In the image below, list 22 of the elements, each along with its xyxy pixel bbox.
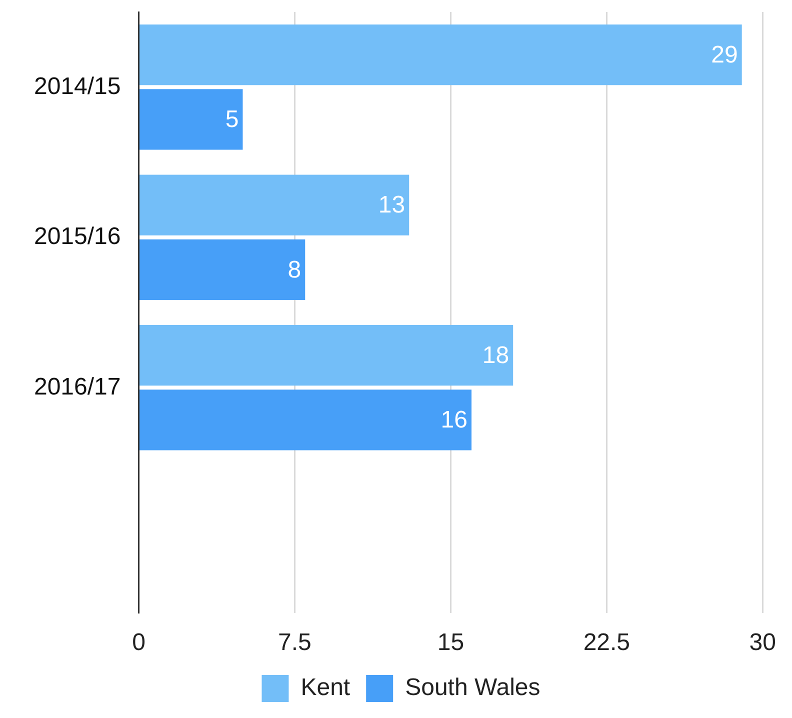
y-tick-label: 2016/17 — [34, 373, 121, 400]
y-tick-label: 2014/15 — [34, 72, 121, 100]
x-tick-label: 22.5 — [583, 629, 630, 656]
legend-label: Kent — [300, 674, 350, 702]
data-label: 18 — [482, 342, 510, 369]
bar — [140, 89, 243, 150]
bar — [140, 24, 742, 86]
bar — [140, 239, 306, 300]
legend-label: South Wales — [405, 674, 540, 702]
x-tick-label: 7.5 — [278, 629, 312, 656]
y-tick-label: 2015/16 — [34, 223, 121, 250]
bar — [140, 390, 472, 450]
data-label: 16 — [440, 406, 468, 434]
x-tick-label: 30 — [749, 629, 776, 656]
data-label: 13 — [378, 192, 406, 219]
x-tick-label: 0 — [132, 629, 146, 656]
bar — [140, 174, 410, 236]
data-label: 8 — [288, 256, 302, 284]
x-tick-label: 15 — [437, 629, 464, 656]
data-label: 29 — [711, 41, 738, 68]
bar — [140, 324, 514, 386]
data-label: 5 — [225, 106, 239, 134]
